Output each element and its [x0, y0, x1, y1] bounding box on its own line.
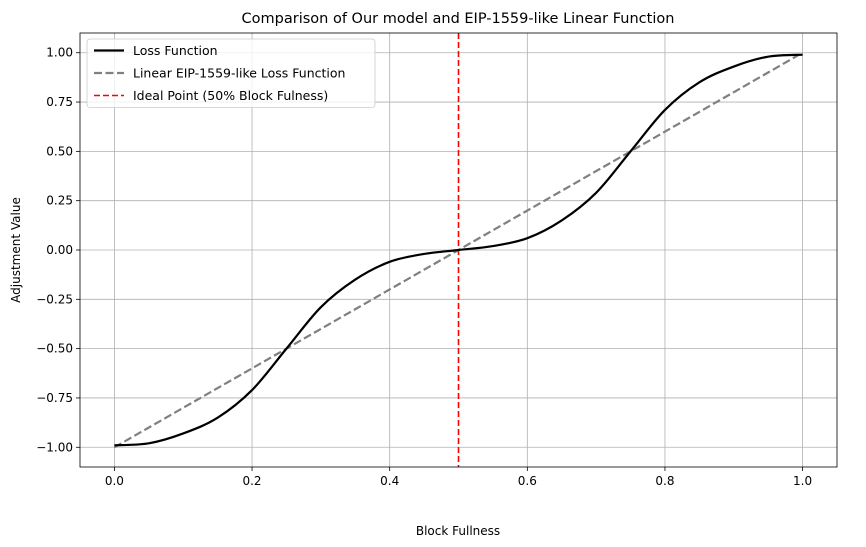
legend-entry-label: Loss Function — [133, 43, 218, 58]
legend-entry-label: Linear EIP-1559-like Loss Function — [133, 66, 345, 81]
y-axis-label: Adjustment Value — [9, 197, 23, 303]
legend: Loss Function Linear EIP-1559-like Loss F… — [86, 38, 376, 108]
series-group — [113, 33, 804, 467]
x-tick-label: 0.0 — [105, 474, 124, 488]
legend-box — [86, 38, 376, 108]
y-tick-label: 1.00 — [46, 46, 73, 60]
y-tick-label: −1.00 — [36, 440, 73, 454]
legend-entry-label: Ideal Point (50% Block Fulness) — [133, 88, 328, 103]
y-tick-label: 0.00 — [46, 243, 73, 257]
chart-title: Comparison of Our model and EIP-1559-lik… — [242, 11, 675, 27]
y-tick-label: −0.75 — [36, 391, 73, 405]
x-axis-label: Block Fullness — [416, 524, 500, 538]
x-tick-label: 0.6 — [518, 474, 537, 488]
y-tick-label: −0.50 — [36, 342, 73, 356]
y-tick-label: 0.75 — [46, 95, 73, 109]
x-tick-label: 0.4 — [380, 474, 399, 488]
x-tick-label: 0.8 — [655, 474, 674, 488]
x-tick-label: 0.2 — [242, 474, 261, 488]
y-tick-label: 0.50 — [46, 144, 73, 158]
y-tick-label: 0.25 — [46, 194, 73, 208]
x-tick-label: 1.0 — [793, 474, 812, 488]
y-tick-label: −0.25 — [36, 292, 73, 306]
ticks: 0.0 0.2 0.4 0.6 0.8 1.0 −1.00 −0.75 −0.50 −0.25 0.… — [36, 46, 812, 488]
loss-function-line — [114, 53, 803, 447]
